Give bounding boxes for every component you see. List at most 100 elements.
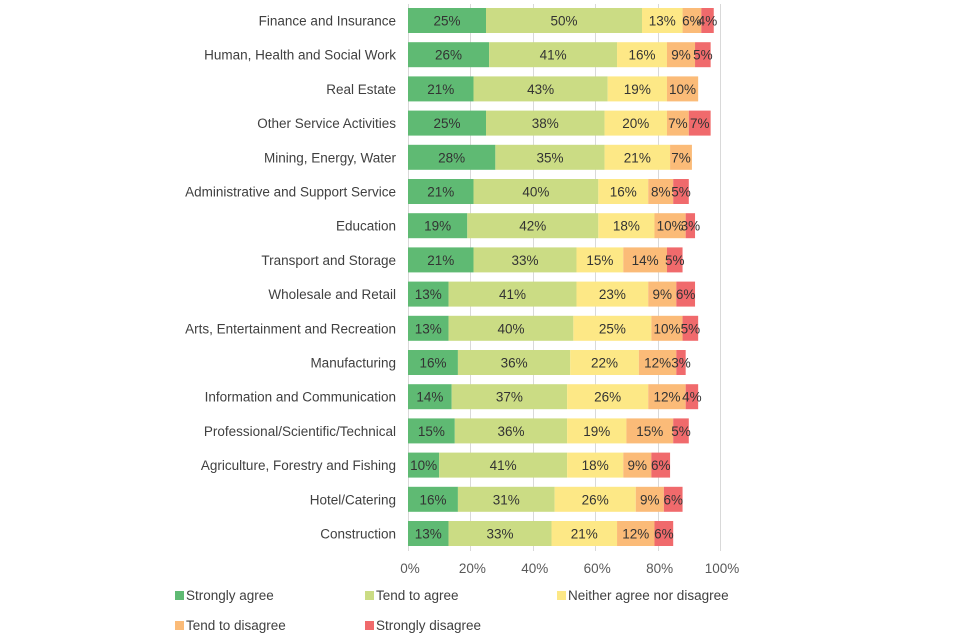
bar-segment bbox=[651, 315, 683, 341]
bar-segment bbox=[567, 384, 649, 410]
legend-swatch bbox=[175, 621, 184, 630]
bar-row: 13% 41% 23% 9% 6% bbox=[408, 281, 695, 307]
bar-segment bbox=[635, 486, 664, 512]
category-label: Other Service Activities bbox=[257, 116, 396, 131]
bar-segment bbox=[567, 418, 627, 444]
legend-swatch bbox=[557, 591, 566, 600]
bar-segment bbox=[457, 486, 555, 512]
data-label: 7% bbox=[671, 150, 691, 165]
bar-row: 15% 36% 19% 15% 5% bbox=[408, 418, 691, 444]
x-axis-ticks: 0% 20% 40% 60% 80% 100% bbox=[400, 561, 739, 576]
bar-segment bbox=[685, 384, 699, 410]
category-label: Transport and Storage bbox=[261, 253, 396, 268]
data-label: 22% bbox=[591, 356, 618, 371]
bar-segment bbox=[576, 281, 649, 307]
bar-segment bbox=[551, 521, 618, 546]
legend-item: Strongly agree bbox=[175, 588, 274, 603]
bar-segment bbox=[408, 384, 452, 410]
bar-segment bbox=[408, 452, 440, 478]
data-label: 9% bbox=[640, 492, 660, 507]
data-label: 41% bbox=[499, 287, 526, 302]
bar-segment bbox=[573, 315, 652, 341]
legend-item: Strongly disagree bbox=[365, 618, 481, 633]
bar-segment bbox=[473, 179, 599, 204]
bar-segment bbox=[495, 144, 605, 170]
data-label: 5% bbox=[671, 424, 691, 439]
bar-segment bbox=[651, 452, 671, 478]
data-label: 4% bbox=[698, 14, 718, 29]
bar-segment bbox=[408, 8, 486, 33]
data-label: 35% bbox=[536, 150, 563, 165]
category-label: Mining, Energy, Water bbox=[264, 150, 397, 165]
data-label: 18% bbox=[582, 458, 609, 473]
bar-segment bbox=[642, 8, 683, 33]
data-label: 23% bbox=[599, 287, 626, 302]
x-tick-label: 0% bbox=[400, 561, 420, 576]
bar-segment bbox=[623, 247, 667, 273]
bar-segment bbox=[408, 76, 474, 102]
data-label: 40% bbox=[522, 185, 549, 200]
bar-segment bbox=[654, 213, 686, 239]
data-label: 19% bbox=[624, 82, 651, 97]
data-label: 36% bbox=[497, 424, 524, 439]
bar-row: 19% 42% 18% 10%3% bbox=[408, 213, 700, 239]
data-label: 5% bbox=[665, 253, 685, 268]
data-label: 33% bbox=[487, 527, 514, 542]
legend-swatch bbox=[175, 591, 184, 600]
x-tick-label: 100% bbox=[705, 561, 740, 576]
data-label: 26% bbox=[594, 390, 621, 405]
bar-row: 13% 33% 21% 12% 6% bbox=[408, 521, 674, 546]
category-label: Manufacturing bbox=[310, 356, 396, 371]
bar-segment bbox=[604, 144, 671, 170]
legend-label: Strongly agree bbox=[186, 588, 274, 603]
data-label: 13% bbox=[415, 321, 442, 336]
bar-segment bbox=[408, 350, 458, 375]
bar-segment bbox=[473, 76, 608, 102]
legend-item: Neither agree nor disagree bbox=[557, 588, 729, 603]
bar-segment bbox=[448, 521, 552, 546]
data-label: 16% bbox=[610, 185, 637, 200]
data-label: 50% bbox=[550, 14, 577, 29]
legend-swatch bbox=[365, 621, 374, 630]
bar-row: 10% 41% 18% 9% 6% bbox=[408, 452, 671, 478]
bar-segment bbox=[408, 247, 474, 273]
category-label: Administrative and Support Service bbox=[185, 185, 396, 200]
data-label: 33% bbox=[511, 253, 538, 268]
bar-segment bbox=[454, 418, 568, 444]
data-label: 16% bbox=[419, 492, 446, 507]
bar-row: 21% 43% 19% 10% bbox=[408, 76, 699, 102]
bar-segment bbox=[673, 179, 689, 204]
data-label: 20% bbox=[622, 116, 649, 131]
category-label: Finance and Insurance bbox=[259, 14, 396, 29]
bar-segment bbox=[682, 8, 702, 33]
data-label: 6% bbox=[682, 14, 702, 29]
bar-segment bbox=[457, 350, 571, 375]
bar-segment bbox=[638, 350, 677, 375]
legend-swatch bbox=[365, 591, 374, 600]
bar-row: 14% 37% 26% 12% 4% bbox=[408, 384, 702, 410]
data-label: 19% bbox=[583, 424, 610, 439]
data-label: 13% bbox=[649, 14, 676, 29]
bar-segment bbox=[448, 281, 577, 307]
data-label: 14% bbox=[632, 253, 659, 268]
data-label: 14% bbox=[416, 390, 443, 405]
bar-segment bbox=[673, 418, 689, 444]
bar-row: 28% 35% 21% 7% bbox=[408, 144, 692, 170]
bar-segment bbox=[648, 384, 686, 410]
bar-segment bbox=[408, 110, 486, 136]
data-label: 16% bbox=[419, 356, 446, 371]
bar-segment bbox=[576, 247, 624, 273]
bar-segment bbox=[570, 350, 639, 375]
bar-segment bbox=[617, 42, 667, 68]
legend-label: Neither agree nor disagree bbox=[568, 588, 729, 603]
bar-segment bbox=[408, 42, 490, 68]
bar-segment bbox=[451, 384, 568, 410]
bar-segment bbox=[408, 521, 449, 546]
bar-segment bbox=[617, 521, 655, 546]
data-label: 16% bbox=[628, 48, 655, 63]
bar-segment bbox=[682, 315, 699, 341]
bar-row: 13% 40% 25% 10% 5% bbox=[408, 315, 700, 341]
bar-segment bbox=[489, 42, 618, 68]
legend-label: Tend to agree bbox=[376, 588, 459, 603]
data-label: 12% bbox=[644, 356, 671, 371]
